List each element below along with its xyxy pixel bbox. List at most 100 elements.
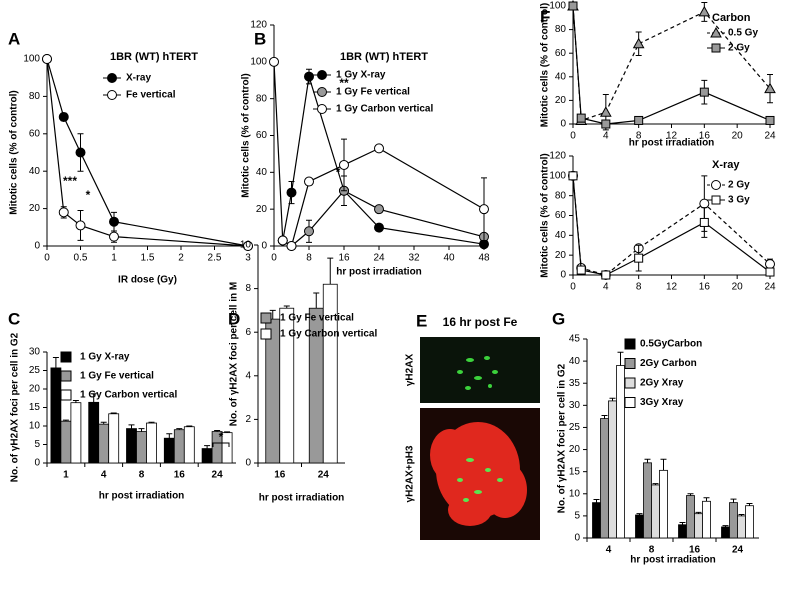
legend-swatch (624, 338, 636, 350)
marker (317, 104, 327, 114)
panel-letter: C (8, 309, 20, 328)
series-line (282, 76, 485, 245)
bar (146, 422, 157, 464)
error-bar (601, 415, 608, 419)
y-tick-label: 20 (569, 444, 581, 455)
marker (568, 1, 578, 11)
y-tick-label: 20 (29, 384, 41, 395)
channel-label: γH2AX (405, 354, 416, 387)
marker (374, 222, 384, 233)
x-tick-label: 2 (178, 253, 184, 264)
x-tick-label: 24 (732, 545, 744, 556)
legend-label: 3 Gy (728, 195, 750, 206)
error-bar (695, 511, 702, 514)
marker (75, 147, 86, 158)
panel-letter: E (416, 311, 427, 330)
legend-label: 2 Gy (728, 43, 750, 54)
x-tick-label: 16 (174, 470, 186, 481)
legend-title: Carbon (712, 12, 751, 24)
error-bar (138, 428, 145, 432)
legend-label: 1 Gy Fe vertical (336, 87, 410, 98)
legend-label: 1 Gy Fe vertical (80, 371, 154, 382)
x-tick-label: 24 (764, 131, 776, 142)
marker (277, 235, 288, 246)
series-line (572, 5, 771, 122)
marker (317, 87, 327, 97)
x-tick-label: 16 (699, 131, 711, 142)
bar (183, 426, 195, 464)
bar (50, 367, 62, 464)
error-bar (166, 433, 173, 439)
y-tick-label: 80 (555, 190, 567, 201)
marker (109, 231, 119, 242)
marker (107, 73, 117, 83)
marker (286, 187, 297, 198)
x-axis-title: hr post irradiation (99, 491, 185, 502)
bar (60, 420, 72, 464)
annotation: * (86, 188, 91, 202)
x-tick-label: 1 (111, 253, 117, 264)
error-bar (617, 351, 624, 366)
annotation: * (336, 165, 341, 179)
marker (711, 180, 721, 190)
legend-label: 1 Gy X-ray (80, 352, 130, 363)
x-tick-label: 24 (764, 282, 776, 293)
panel-letter: G (552, 309, 565, 328)
bar (608, 400, 617, 539)
legend-swatch (60, 389, 72, 401)
bar (163, 437, 175, 464)
x-tick-label: 0.5 (74, 253, 88, 264)
panel-title: 16 hr post Fe (443, 315, 518, 329)
significance-bracket (212, 442, 230, 447)
y-axis-title: No. of γH2AX foci per cell in M (229, 282, 240, 426)
channel-label: γH2AX+pH3 (405, 445, 416, 502)
error-bar (644, 458, 651, 463)
error-bar (52, 357, 59, 368)
marker (765, 115, 775, 125)
error-bar (738, 514, 745, 516)
marker (243, 241, 253, 251)
legend-swatch (624, 377, 636, 389)
error-bar (214, 429, 221, 432)
y-tick-label: 5 (574, 511, 580, 522)
y-tick-label: 40 (555, 71, 567, 82)
bar (659, 469, 668, 539)
y-tick-label: 100 (549, 1, 566, 12)
x-tick-label: 24 (373, 253, 385, 264)
error-bar (176, 428, 183, 430)
y-tick-label: 0 (34, 458, 40, 469)
bar (592, 502, 601, 539)
error-bar (609, 397, 616, 401)
marker (634, 253, 644, 263)
marker (568, 171, 578, 181)
marker (304, 176, 314, 187)
y-tick-label: 2 (245, 414, 251, 425)
legend-label: 2 Gy (728, 180, 750, 191)
legend-label: 3Gy Xray (640, 397, 684, 408)
marker (711, 43, 721, 53)
bar (643, 462, 652, 539)
series-line (572, 175, 771, 276)
legend-swatch (624, 358, 636, 369)
x-axis-title: hr post irradiation (259, 493, 345, 504)
legend-label: 1 Gy Fe vertical (280, 313, 354, 324)
error-bar (327, 257, 334, 285)
y-tick-label: 40 (555, 230, 567, 241)
y-tick-label: 0 (560, 119, 566, 130)
bar (201, 448, 213, 464)
error-bar (100, 421, 107, 425)
y-tick-label: 100 (23, 54, 40, 65)
marker (601, 270, 611, 280)
marker (710, 26, 722, 38)
bar (173, 429, 185, 464)
legend-swatch (260, 328, 272, 340)
chart: 0 5 10 15 20 25 30 35 40 45 G No. of γH2AX foci per… (552, 309, 759, 566)
x-tick-label: 20 (732, 131, 744, 142)
legend-swatch (60, 351, 72, 363)
legend-label: 1 Gy Carbon vertical (336, 104, 433, 115)
legend-label: 0.5 Gy (728, 28, 758, 39)
marker (109, 216, 119, 227)
error-bar (660, 458, 667, 471)
